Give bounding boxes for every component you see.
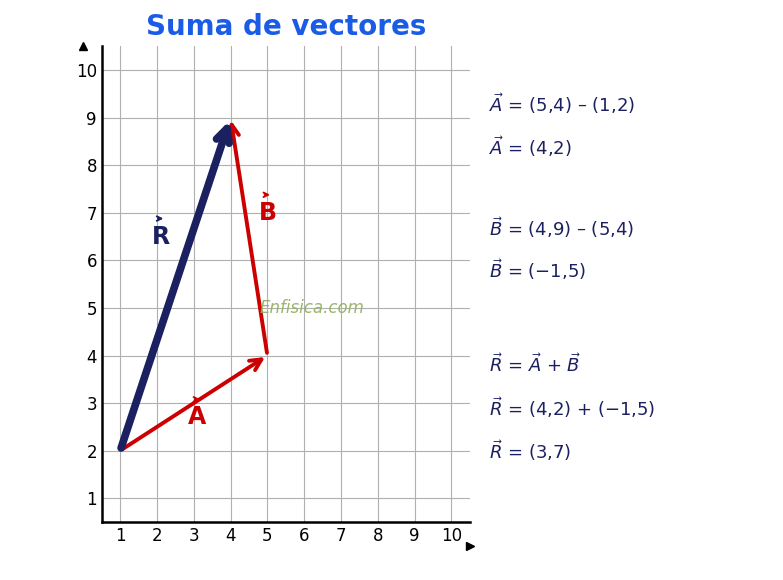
Text: $\vec{R}$ = $\vec{A}$ + $\vec{B}$: $\vec{R}$ = $\vec{A}$ + $\vec{B}$ bbox=[489, 354, 581, 376]
Text: $\vec{A}$ = (4,2): $\vec{A}$ = (4,2) bbox=[489, 134, 572, 159]
Text: $\vec{B}$ = (−1,5): $\vec{B}$ = (−1,5) bbox=[489, 258, 586, 282]
Text: Enfisica.com: Enfisica.com bbox=[259, 299, 364, 317]
Text: $\vec{A}$ = (5,4) – (1,2): $\vec{A}$ = (5,4) – (1,2) bbox=[489, 91, 635, 116]
Text: $\vec{R}$ = (3,7): $\vec{R}$ = (3,7) bbox=[489, 438, 572, 463]
Text: $\mathbf{A}$: $\mathbf{A}$ bbox=[187, 405, 207, 429]
Text: $\vec{R}$ = (4,2) + (−1,5): $\vec{R}$ = (4,2) + (−1,5) bbox=[489, 396, 656, 420]
Text: $\vec{B}$ = (4,9) – (5,4): $\vec{B}$ = (4,9) – (5,4) bbox=[489, 215, 634, 240]
Text: $\mathbf{B}$: $\mathbf{B}$ bbox=[258, 201, 276, 225]
Title: Suma de vectores: Suma de vectores bbox=[146, 13, 426, 41]
Text: $\mathbf{R}$: $\mathbf{R}$ bbox=[151, 224, 171, 249]
